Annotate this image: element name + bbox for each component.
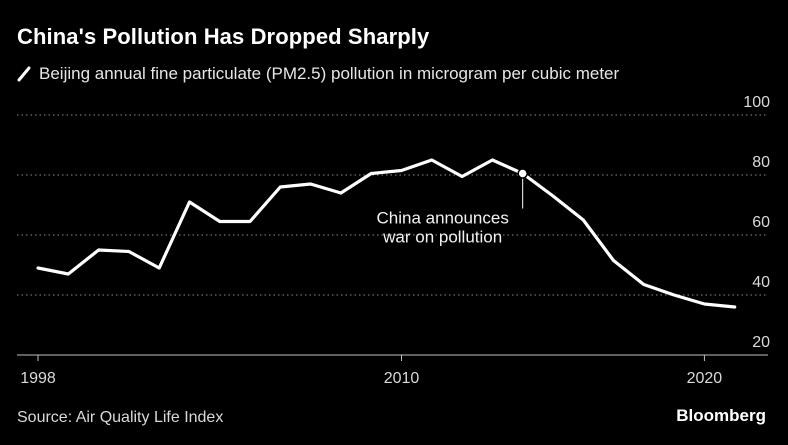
- y-axis-labels: 20 40 60 80 100: [743, 94, 770, 351]
- source-note: Source: Air Quality Life Index: [17, 409, 224, 426]
- series-line-0: [36, 158, 737, 309]
- y-tick-label-80: 80: [752, 154, 770, 171]
- y-tick-label-20: 20: [752, 334, 770, 351]
- x-axis-labels: 1998 2010 2020: [20, 370, 722, 387]
- y-tick-label-40: 40: [752, 274, 770, 291]
- brand-logo: Bloomberg: [676, 406, 766, 425]
- series-group: [36, 158, 737, 309]
- y-tick-label-100: 100: [743, 94, 770, 111]
- gridlines: [17, 114, 768, 296]
- legend: Beijing annual fine particulate (PM2.5) …: [17, 64, 619, 84]
- y-tick-label-60: 60: [752, 214, 770, 231]
- x-tick-label-2020: 2020: [687, 370, 723, 387]
- legend-label: Beijing annual fine particulate (PM2.5) …: [39, 64, 620, 83]
- annotation-marker-0: [517, 168, 528, 179]
- annotation-text-line2: war on pollution: [382, 228, 502, 247]
- x-axis: [17, 354, 768, 361]
- x-tick-label-2010: 2010: [384, 370, 420, 387]
- annotation-text-line1: China announces: [377, 209, 509, 228]
- x-tick-label-1998: 1998: [20, 370, 56, 387]
- legend-line-icon: [17, 66, 31, 82]
- chart-title: China's Pollution Has Dropped Sharply: [17, 24, 430, 49]
